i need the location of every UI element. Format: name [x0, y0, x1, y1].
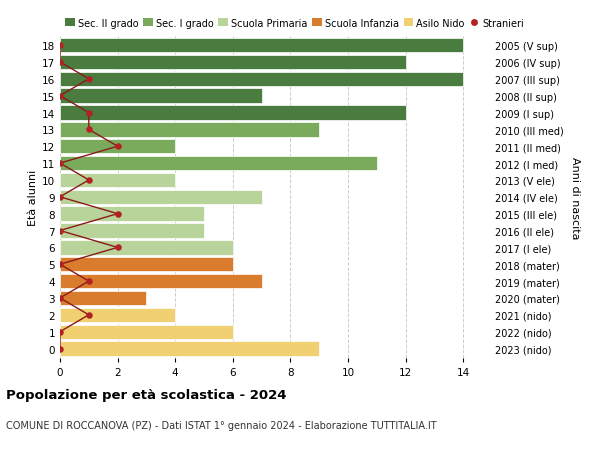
- Legend: Sec. II grado, Sec. I grado, Scuola Primaria, Scuola Infanzia, Asilo Nido, Stran: Sec. II grado, Sec. I grado, Scuola Prim…: [65, 19, 524, 28]
- Point: [55, 194, 65, 201]
- Point: [55, 345, 65, 353]
- Bar: [60, 241, 233, 255]
- Bar: [60, 90, 262, 104]
- Bar: [60, 325, 233, 339]
- Point: [55, 93, 65, 100]
- Bar: [60, 308, 175, 322]
- Bar: [60, 190, 262, 205]
- Point: [113, 211, 122, 218]
- Point: [84, 312, 94, 319]
- Point: [84, 110, 94, 117]
- Bar: [60, 207, 204, 221]
- Bar: [60, 224, 204, 238]
- Bar: [60, 174, 175, 188]
- Y-axis label: Età alunni: Età alunni: [28, 169, 38, 225]
- Bar: [60, 274, 262, 289]
- Bar: [60, 56, 406, 70]
- Point: [55, 227, 65, 235]
- Bar: [60, 73, 463, 87]
- Bar: [60, 106, 406, 120]
- Point: [55, 261, 65, 269]
- Point: [84, 278, 94, 285]
- Point: [55, 295, 65, 302]
- Point: [84, 76, 94, 83]
- Point: [55, 59, 65, 67]
- Y-axis label: Anni di nascita: Anni di nascita: [570, 156, 580, 239]
- Point: [84, 177, 94, 184]
- Point: [113, 143, 122, 151]
- Point: [55, 42, 65, 50]
- Bar: [60, 123, 319, 137]
- Bar: [60, 39, 463, 53]
- Point: [84, 126, 94, 134]
- Point: [55, 160, 65, 168]
- Point: [113, 244, 122, 252]
- Point: [55, 328, 65, 336]
- Bar: [60, 341, 319, 356]
- Text: Popolazione per età scolastica - 2024: Popolazione per età scolastica - 2024: [6, 388, 287, 401]
- Text: COMUNE DI ROCCANOVA (PZ) - Dati ISTAT 1° gennaio 2024 - Elaborazione TUTTITALIA.: COMUNE DI ROCCANOVA (PZ) - Dati ISTAT 1°…: [6, 420, 437, 430]
- Bar: [60, 257, 233, 272]
- Bar: [60, 291, 146, 305]
- Bar: [60, 157, 377, 171]
- Bar: [60, 140, 175, 154]
